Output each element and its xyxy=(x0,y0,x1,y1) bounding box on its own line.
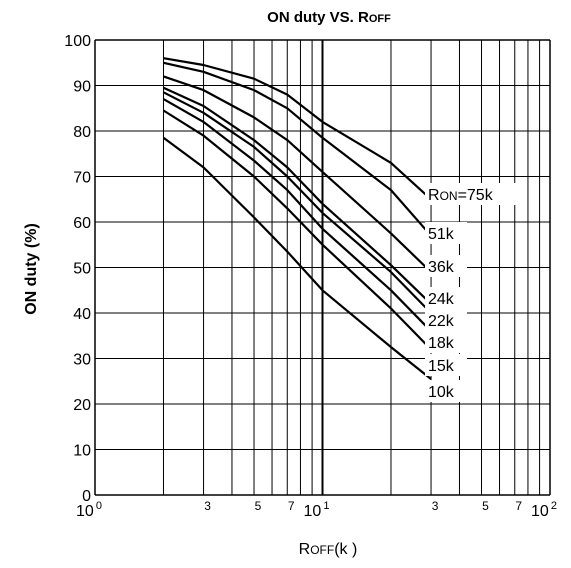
y-tick-label: 90 xyxy=(73,79,91,96)
title-small: OFF xyxy=(369,13,391,25)
curve-line xyxy=(162,136,432,380)
x-tick-base: 10 xyxy=(304,503,322,520)
curve-line xyxy=(163,86,432,305)
x-major-tick-label: 10 2 xyxy=(531,500,557,520)
x-axis-label-rest: (k ) xyxy=(334,541,357,558)
y-tick-label: 40 xyxy=(73,306,91,323)
curve-line xyxy=(162,109,432,351)
y-tick-label: 0 xyxy=(82,488,91,505)
x-minor-tick-label: 7 xyxy=(515,499,522,513)
curve-line xyxy=(163,61,432,237)
curve-label-backdrop xyxy=(425,183,521,205)
curve-label: RON=75k xyxy=(428,187,494,204)
curve-line xyxy=(162,98,432,332)
x-axis-label-cap: R xyxy=(299,541,311,558)
y-axis-label: ON duty (%) xyxy=(23,223,40,315)
curve-label: 51k xyxy=(428,226,455,243)
x-tick-exponent: 2 xyxy=(551,500,557,512)
curve-line xyxy=(163,57,432,201)
y-tick-label: 60 xyxy=(73,215,91,232)
curve-label-backdrop xyxy=(425,255,467,277)
curve-label-backdrop xyxy=(425,222,467,244)
y-tick-label: 30 xyxy=(73,352,91,369)
x-tick-exponent: 0 xyxy=(96,500,102,512)
curve-label: 18k xyxy=(428,335,455,352)
curve-label-backdrop xyxy=(425,287,467,309)
y-tick-label: 80 xyxy=(73,124,91,141)
curve-label-backdrop xyxy=(425,380,467,402)
x-minor-tick-label: 5 xyxy=(482,499,489,513)
y-tick-label: 70 xyxy=(73,170,91,187)
x-minor-tick-label: 7 xyxy=(288,499,295,513)
x-minor-tick-label: 3 xyxy=(204,499,211,513)
curve-label-backdrop xyxy=(425,309,467,331)
x-axis-label-small: OFF xyxy=(310,543,334,557)
title-cap: R xyxy=(358,9,369,26)
curve-label-rest: =75k xyxy=(458,187,494,204)
curve-layer xyxy=(162,57,432,380)
curve-label-layer: RON=75k 51k 36k 24k 22k 18k 15k 10k xyxy=(425,183,521,402)
x-major-tick-label: 10 1 xyxy=(304,500,330,520)
curve-label-small: ON xyxy=(440,189,458,203)
curve-label: 15k xyxy=(428,358,455,375)
y-tick-label: 50 xyxy=(73,261,91,278)
curve-label: 24k xyxy=(428,291,455,308)
x-major-tick-label: 10 0 xyxy=(76,500,102,520)
curve-label-backdrop xyxy=(425,354,467,376)
y-tick-label: 10 xyxy=(73,443,91,460)
x-tick-exponent: 1 xyxy=(323,500,329,512)
grid-layer xyxy=(94,39,551,496)
curve-line xyxy=(163,75,432,273)
x-axis-label: ROFF(k ) xyxy=(299,541,358,558)
x-tick-base: 10 xyxy=(76,503,94,520)
y-tick-label: 20 xyxy=(73,397,91,414)
chart-title: ON duty VS. ROFF xyxy=(267,9,391,26)
curve-label-backdrop xyxy=(425,331,467,353)
title-main: ON duty VS. xyxy=(267,9,358,26)
curve-label: 22k xyxy=(428,313,455,330)
curve-label: 36k xyxy=(428,259,455,276)
curve-label: 10k xyxy=(428,384,455,401)
x-minor-tick-label: 5 xyxy=(255,499,262,513)
x-tick-base: 10 xyxy=(531,503,549,520)
x-minor-tick-label: 3 xyxy=(432,499,439,513)
curve-label-cap: R xyxy=(428,187,440,204)
y-tick-label: 100 xyxy=(64,33,91,50)
curve-line xyxy=(162,91,432,314)
